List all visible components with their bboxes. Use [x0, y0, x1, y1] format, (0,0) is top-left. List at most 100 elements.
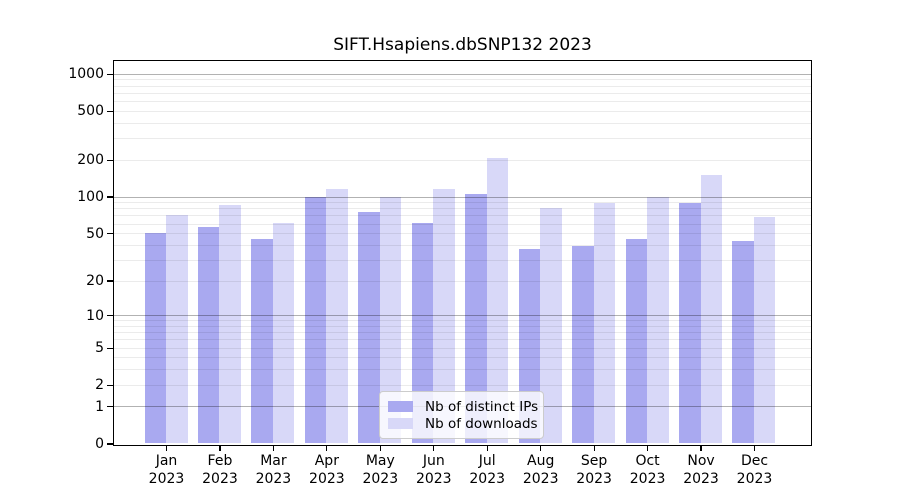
minor-gridline-4 [114, 357, 811, 359]
y-tick-mark-10 [107, 315, 113, 317]
y-tick-label-200: 200 [77, 152, 104, 169]
y-tick-label-1000: 1000 [68, 66, 104, 83]
bar-jan-distinct-ips [144, 233, 166, 444]
bar-aug-downloads [540, 208, 562, 444]
x-tick-label-mar: Mar 2023 [255, 452, 292, 487]
x-tick-mark-mar [272, 445, 274, 451]
y-tick-mark-100 [107, 196, 113, 198]
minor-gridline-900 [114, 79, 811, 81]
y-tick-mark-0 [107, 443, 113, 445]
x-tick-label-may: May 2023 [362, 452, 399, 487]
bar-oct-downloads [647, 196, 669, 444]
bar-feb-distinct-ips [197, 227, 220, 444]
minor-gridline-300 [114, 138, 811, 140]
bar-sep-distinct-ips [572, 246, 594, 444]
legend-label-distinct-ips: Nb of distinct IPs [425, 398, 539, 415]
x-tick-label-dec: Dec 2023 [736, 452, 773, 487]
x-tick-label-oct: Oct 2023 [629, 452, 666, 487]
minor-gridline-200 [114, 159, 811, 161]
minor-gridline-5 [114, 347, 811, 349]
x-tick-label-feb: Feb 2023 [202, 452, 238, 487]
x-tick-label-aug: Aug 2023 [522, 452, 559, 487]
y-tick-mark-1 [107, 406, 113, 408]
bar-jun-distinct-ips [411, 222, 434, 444]
minor-gridline-500 [114, 110, 811, 112]
bar-dec-distinct-ips [732, 240, 754, 444]
major-gridline-100 [114, 196, 811, 198]
x-tick-mark-sep [593, 445, 595, 451]
bar-apr-downloads [326, 189, 348, 444]
x-tick-mark-apr [326, 445, 328, 451]
x-tick-label-apr: Apr 2023 [309, 452, 345, 487]
bar-feb-downloads [219, 205, 241, 444]
x-tick-label-jul: Jul 2023 [469, 452, 506, 487]
x-tick-label-nov: Nov 2023 [683, 452, 719, 487]
minor-gridline-40 [114, 244, 811, 246]
minor-gridline-800 [114, 85, 811, 87]
bar-nov-downloads [700, 175, 723, 444]
bar-jan-downloads [166, 215, 188, 444]
bar-mar-distinct-ips [251, 238, 273, 444]
y-tick-mark-5 [107, 347, 113, 349]
x-tick-mark-dec [753, 445, 756, 451]
y-tick-mark-200 [107, 159, 113, 161]
x-tick-label-sep: Sep 2023 [576, 452, 612, 487]
plot-canvas [114, 61, 811, 445]
minor-gridline-600 [114, 101, 811, 103]
minor-gridline-2 [114, 384, 811, 386]
x-tick-label-jan: Jan 2023 [148, 452, 185, 487]
x-tick-mark-jan [165, 445, 168, 451]
x-tick-mark-jun [433, 445, 435, 451]
y-tick-label-5: 5 [95, 340, 104, 357]
minor-gridline-20 [114, 280, 811, 282]
bar-nov-distinct-ips [679, 203, 701, 444]
minor-gridline-7 [114, 332, 811, 334]
minor-gridline-70 [114, 215, 811, 217]
bar-may-distinct-ips [358, 212, 380, 444]
legend-item-distinct-ips: Nb of distinct IPs [388, 398, 539, 415]
y-tick-mark-500 [107, 110, 113, 112]
x-tick-mark-nov [700, 445, 702, 451]
bar-jul-downloads [486, 158, 509, 444]
minor-gridline-9 [114, 320, 811, 322]
bar-sep-downloads [593, 203, 616, 444]
y-tick-label-20: 20 [86, 273, 104, 290]
minor-gridline-60 [114, 223, 811, 225]
x-tick-mark-feb [219, 445, 221, 451]
minor-gridline-400 [114, 122, 811, 124]
x-tick-mark-may [379, 445, 381, 451]
minor-gridline-90 [114, 202, 811, 204]
legend-label-downloads: Nb of downloads [425, 415, 538, 432]
legend-item-downloads: Nb of downloads [388, 415, 538, 432]
y-tick-mark-20 [107, 280, 113, 282]
legend-swatch-distinct-ips [388, 401, 413, 412]
minor-gridline-50 [114, 233, 811, 235]
bar-mar-downloads [272, 222, 295, 444]
x-tick-mark-jul [486, 445, 488, 451]
y-tick-label-50: 50 [86, 225, 104, 242]
bar-jul-distinct-ips [465, 194, 487, 444]
bar-may-downloads [379, 196, 402, 444]
bar-apr-distinct-ips [304, 196, 327, 444]
bar-jun-downloads [433, 188, 455, 444]
y-tick-label-2: 2 [95, 377, 104, 394]
minor-gridline-6 [114, 339, 811, 341]
legend: Nb of distinct IPs Nb of downloads [379, 391, 544, 439]
y-tick-label-0: 0 [95, 436, 104, 452]
minor-gridline-30 [114, 259, 811, 261]
x-tick-mark-aug [540, 445, 542, 451]
legend-swatch-downloads [388, 418, 413, 429]
y-tick-label-100: 100 [77, 189, 104, 206]
y-tick-mark-50 [107, 232, 113, 235]
y-tick-label-500: 500 [77, 103, 104, 120]
minor-gridline-700 [114, 92, 811, 94]
x-tick-label-jun: Jun 2023 [415, 452, 452, 487]
minor-gridline-80 [114, 208, 811, 210]
y-tick-label-10: 10 [86, 307, 104, 324]
chart-title: SIFT.Hsapiens.dbSNP132 2023 [333, 35, 592, 55]
y-tick-mark-2 [107, 384, 113, 386]
plot-area [113, 60, 812, 446]
y-tick-mark-1000 [107, 73, 113, 75]
minor-gridline-3 [114, 369, 811, 371]
